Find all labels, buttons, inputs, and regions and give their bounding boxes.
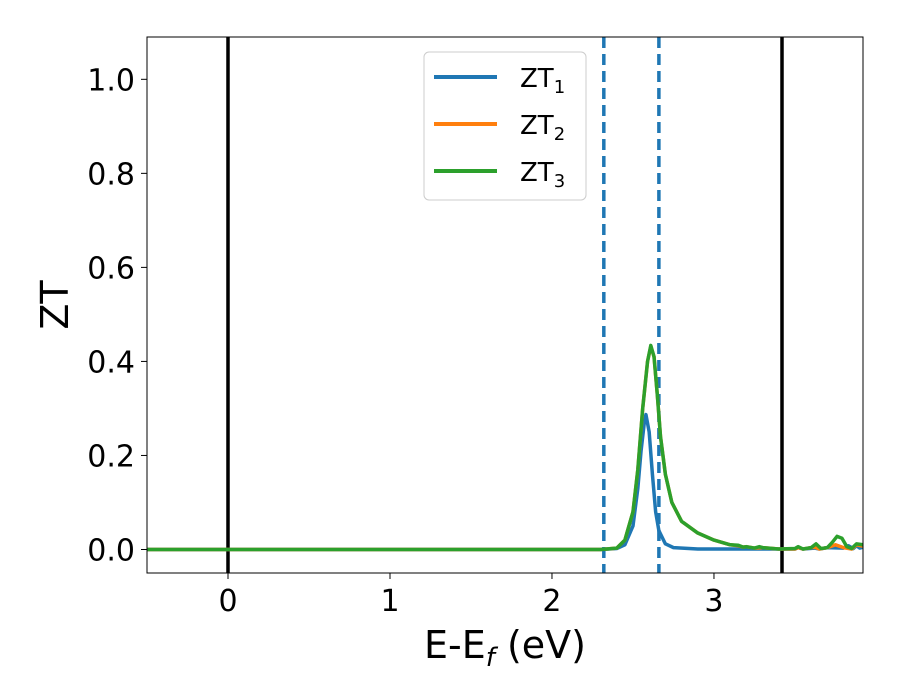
x-tick-label: 3 bbox=[704, 584, 723, 619]
x-axis: 0 1 2 3 bbox=[218, 573, 724, 619]
legend-label-3: ZT3 bbox=[520, 158, 565, 192]
x-tick-label: 2 bbox=[542, 584, 561, 619]
y-tick-label: 0.4 bbox=[87, 345, 135, 380]
y-tick-label: 0.6 bbox=[87, 251, 135, 286]
series-layer bbox=[147, 343, 864, 552]
x-axis-label: E-Ef (eV) bbox=[424, 623, 586, 673]
y-tick-label: 1.0 bbox=[87, 63, 135, 98]
x-tick-label: 0 bbox=[218, 584, 237, 619]
series-line-3 bbox=[147, 343, 864, 552]
y-axis: 0.0 0.2 0.4 0.6 0.8 1.0 bbox=[87, 63, 147, 568]
x-axis-label-unit: (eV) bbox=[495, 623, 586, 667]
vertical-lines bbox=[226, 37, 784, 573]
legend-label-2: ZT2 bbox=[520, 111, 565, 145]
legend-box bbox=[423, 51, 587, 201]
y-tick-label: 0.8 bbox=[87, 157, 135, 192]
y-tick-label: 0.2 bbox=[87, 439, 135, 474]
plot-frame bbox=[146, 36, 864, 574]
legend-label-1: ZT1 bbox=[520, 64, 565, 98]
y-axis-label: ZT bbox=[33, 280, 77, 330]
legend: ZT1 ZT2 ZT3 bbox=[423, 51, 587, 201]
y-tick-label: 0.0 bbox=[87, 533, 135, 568]
x-tick-label: 1 bbox=[380, 584, 399, 619]
